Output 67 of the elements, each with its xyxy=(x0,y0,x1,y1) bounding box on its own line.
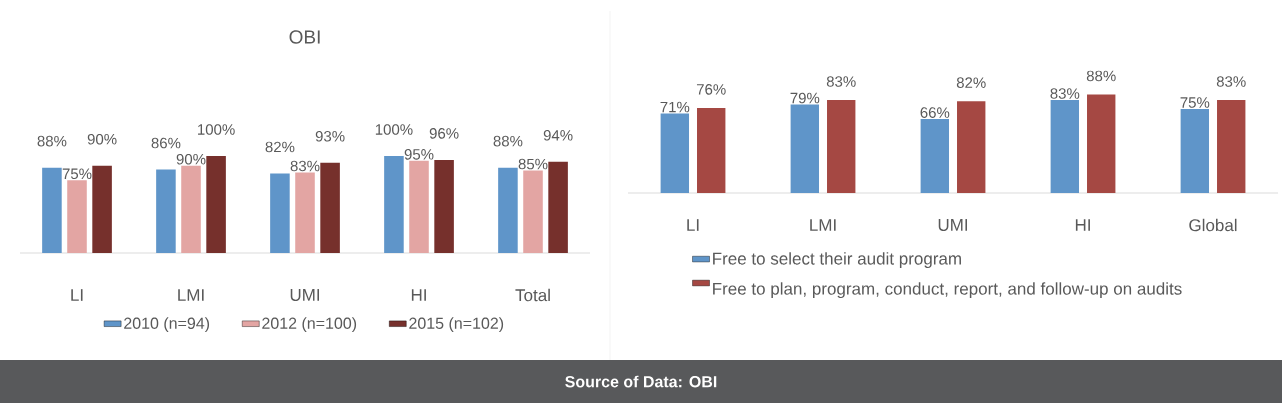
data-label: 85% xyxy=(518,158,548,170)
bar xyxy=(1217,100,1246,193)
data-label: 90% xyxy=(176,153,206,165)
data-label: 83% xyxy=(826,76,856,87)
bar xyxy=(957,101,986,193)
bar xyxy=(660,113,690,193)
x-tick-label: LI xyxy=(71,289,83,301)
x-tick-label: Global xyxy=(1189,218,1237,232)
legend-label: Free to select their audit program xyxy=(713,252,961,269)
data-label: 83% xyxy=(1050,88,1080,99)
legend-label: 2012 (n=100) xyxy=(262,317,357,333)
legend-label: Free to plan, program, conduct, report, and follow-up on audits xyxy=(713,282,1182,299)
bar xyxy=(67,180,87,253)
data-label: 82% xyxy=(265,141,295,153)
bar xyxy=(1087,94,1116,193)
x-tick-label: LMI xyxy=(178,289,204,301)
x-tick-label: Total xyxy=(515,288,550,302)
bar xyxy=(181,165,201,253)
x-tick-label: UMI xyxy=(938,219,968,231)
bar xyxy=(295,172,315,253)
x-tick-label: UMI xyxy=(290,289,320,301)
bar xyxy=(434,159,454,253)
bar xyxy=(206,156,226,253)
data-label: 79% xyxy=(790,92,820,104)
bar xyxy=(42,167,62,253)
bar xyxy=(1180,109,1210,193)
bar xyxy=(270,173,290,253)
bar xyxy=(548,161,568,253)
data-label: 71% xyxy=(660,101,690,113)
data-label: 75% xyxy=(62,168,92,180)
bar xyxy=(384,156,404,253)
data-label: 83% xyxy=(290,160,320,172)
bar xyxy=(156,169,176,253)
data-label: 83% xyxy=(1216,76,1246,87)
bar xyxy=(320,162,340,253)
data-label: 88% xyxy=(493,135,523,147)
x-tick-label: HI xyxy=(1075,219,1090,231)
data-label: 76% xyxy=(696,84,726,95)
bar xyxy=(498,167,518,253)
x-tick-label: LMI xyxy=(810,219,836,231)
bar xyxy=(790,104,820,193)
bar xyxy=(697,107,726,193)
data-label: 82% xyxy=(956,77,986,88)
bar xyxy=(92,165,112,253)
data-label: 75% xyxy=(1180,97,1210,108)
legend-label: 2010 (n=94) xyxy=(124,317,210,333)
bar xyxy=(827,100,856,193)
data-label: 86% xyxy=(151,137,181,149)
bar xyxy=(523,170,543,253)
data-label: 100% xyxy=(198,124,235,135)
data-label: 66% xyxy=(920,107,950,118)
data-label: 95% xyxy=(404,149,434,160)
data-label: 94% xyxy=(543,130,573,141)
bar xyxy=(409,160,429,253)
legend-label: 2015 (n=102) xyxy=(409,317,504,333)
x-tick-label: HI xyxy=(411,289,426,301)
data-label: 100% xyxy=(375,124,413,135)
bar xyxy=(920,119,950,193)
data-label: 88% xyxy=(37,135,67,147)
data-label: 93% xyxy=(315,130,345,142)
data-label: 96% xyxy=(429,128,459,139)
data-label: 90% xyxy=(87,133,117,145)
chart-title: OBI xyxy=(289,30,320,44)
x-tick-label: LI xyxy=(687,219,699,231)
data-label: 88% xyxy=(1086,70,1116,82)
bar xyxy=(1050,100,1080,193)
source-note: Source of Data: OBI xyxy=(565,375,717,388)
